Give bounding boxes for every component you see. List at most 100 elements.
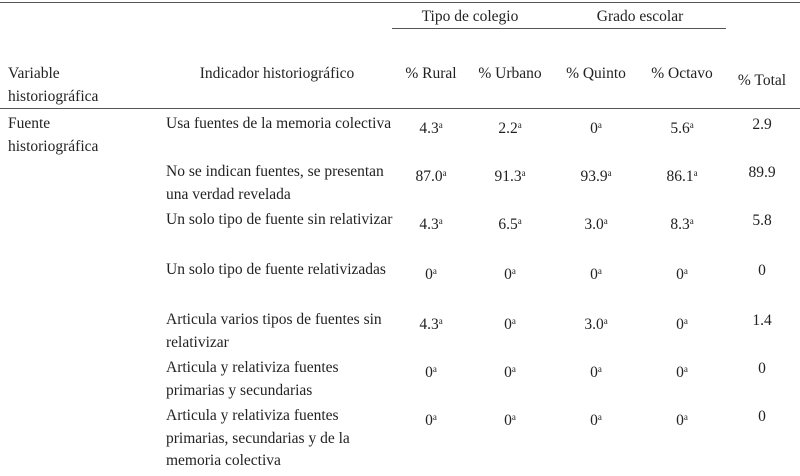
- superscript: a: [432, 266, 437, 276]
- superscript: a: [693, 168, 698, 178]
- cell-value: 3.0: [584, 216, 604, 233]
- cell-rural: 4.3a: [386, 310, 476, 336]
- superscript: a: [683, 364, 688, 374]
- cell-value: 2.2: [498, 120, 518, 137]
- cell-total: 0: [758, 262, 766, 279]
- cell-quinto: 0a: [551, 406, 641, 432]
- superscript: a: [597, 120, 602, 130]
- cell-urbano: 0a: [465, 260, 555, 286]
- cell-value: 87.0: [415, 168, 443, 185]
- cell-value: 0: [590, 120, 598, 137]
- cell-value: 0: [504, 316, 512, 333]
- cell-urbano: 6.5a: [465, 210, 555, 236]
- cell-rural: 0a: [386, 358, 476, 384]
- cell-rural: 4.3a: [386, 114, 476, 140]
- row-indicator: No se indican fuentes, se presentan una …: [166, 163, 384, 203]
- cell-value: 8.3: [670, 216, 690, 233]
- superscript: a: [683, 266, 688, 276]
- superscript: a: [511, 266, 516, 276]
- superscript: a: [432, 412, 437, 422]
- cell-total: 5.8: [752, 212, 772, 229]
- cell-value: 0: [676, 316, 684, 333]
- superscript: a: [517, 120, 522, 130]
- cell-value: 0: [590, 412, 598, 429]
- superscript: a: [683, 412, 688, 422]
- superscript: a: [689, 120, 694, 130]
- cell-value: 86.1: [666, 168, 694, 185]
- superscript: a: [438, 316, 443, 326]
- cell-octavo: 8.3a: [637, 210, 727, 236]
- row-indicator: Un solo tipo de fuente relativizadas: [166, 261, 386, 278]
- cell-value: 0: [504, 364, 512, 381]
- header-octavo: % Octavo: [651, 65, 713, 82]
- superscript: a: [597, 412, 602, 422]
- cell-rural: 0a: [386, 406, 476, 432]
- group-rule: [392, 28, 726, 29]
- superscript: a: [689, 216, 694, 226]
- cell-value: 4.3: [419, 316, 439, 333]
- cell-quinto: 93.9a: [551, 162, 641, 188]
- cell-value: 3.0: [584, 316, 604, 333]
- cell-quinto: 0a: [551, 358, 641, 384]
- cell-urbano: 0a: [465, 310, 555, 336]
- header-rule: [0, 108, 800, 109]
- row-indicator: Articula y relativiza fuentes primarias,…: [166, 407, 350, 469]
- cell-value: 0: [504, 412, 512, 429]
- variable-name: Fuente historiográfica: [8, 115, 99, 155]
- row-indicator: Usa fuentes de la memoria colectiva: [166, 115, 392, 132]
- header-urbano: % Urbano: [478, 65, 542, 82]
- cell-quinto: 3.0a: [551, 310, 641, 336]
- cell-quinto: 0a: [551, 114, 641, 140]
- header-indicador: Indicador historiográfico: [199, 65, 355, 82]
- cell-urbano: 2.2a: [465, 114, 555, 140]
- cell-value: 0: [425, 412, 433, 429]
- superscript: a: [607, 168, 612, 178]
- cell-octavo: 0a: [637, 358, 727, 384]
- group-header-grado: Grado escolar: [596, 8, 684, 25]
- superscript: a: [603, 316, 608, 326]
- superscript: a: [438, 120, 443, 130]
- cell-urbano: 0a: [465, 406, 555, 432]
- header-quinto: % Quinto: [566, 65, 626, 82]
- cell-value: 0: [425, 364, 433, 381]
- cell-rural: 87.0a: [386, 162, 476, 188]
- cell-value: 0: [676, 266, 684, 283]
- superscript: a: [597, 266, 602, 276]
- cell-total: 89.9: [748, 164, 776, 181]
- cell-value: 0: [676, 364, 684, 381]
- cell-value: 0: [590, 266, 598, 283]
- superscript: a: [511, 412, 516, 422]
- superscript: a: [517, 216, 522, 226]
- row-indicator: Articula y relativiza fuentes primarias …: [166, 359, 339, 399]
- header-total: % Total: [737, 72, 787, 89]
- cell-value: 0: [425, 266, 433, 283]
- superscript: a: [603, 216, 608, 226]
- cell-value: 0: [590, 364, 598, 381]
- cell-value: 4.3: [419, 216, 439, 233]
- row-indicator: Articula varios tipos de fuentes sin rel…: [166, 311, 382, 351]
- cell-rural: 0a: [386, 260, 476, 286]
- cell-urbano: 91.3a: [465, 162, 555, 188]
- row-indicator: Un solo tipo de fuente sin relativizar: [166, 211, 393, 228]
- superscript: a: [511, 316, 516, 326]
- cell-value: 0: [676, 412, 684, 429]
- cell-total: 0: [758, 408, 766, 425]
- superscript: a: [438, 216, 443, 226]
- cell-value: 5.6: [670, 120, 690, 137]
- cell-value: 91.3: [494, 168, 522, 185]
- cell-octavo: 0a: [637, 406, 727, 432]
- group-header-tipo: Tipo de colegio: [421, 8, 519, 25]
- cell-octavo: 86.1a: [637, 162, 727, 188]
- top-rule: [0, 2, 800, 3]
- cell-quinto: 0a: [551, 260, 641, 286]
- cell-value: 6.5: [498, 216, 518, 233]
- cell-quinto: 3.0a: [551, 210, 641, 236]
- cell-octavo: 0a: [637, 260, 727, 286]
- superscript: a: [597, 364, 602, 374]
- header-variable: Variable historiográfica: [8, 65, 99, 105]
- cell-value: 93.9: [580, 168, 608, 185]
- superscript: a: [432, 364, 437, 374]
- cell-total: 0: [758, 360, 766, 377]
- cell-octavo: 0a: [637, 310, 727, 336]
